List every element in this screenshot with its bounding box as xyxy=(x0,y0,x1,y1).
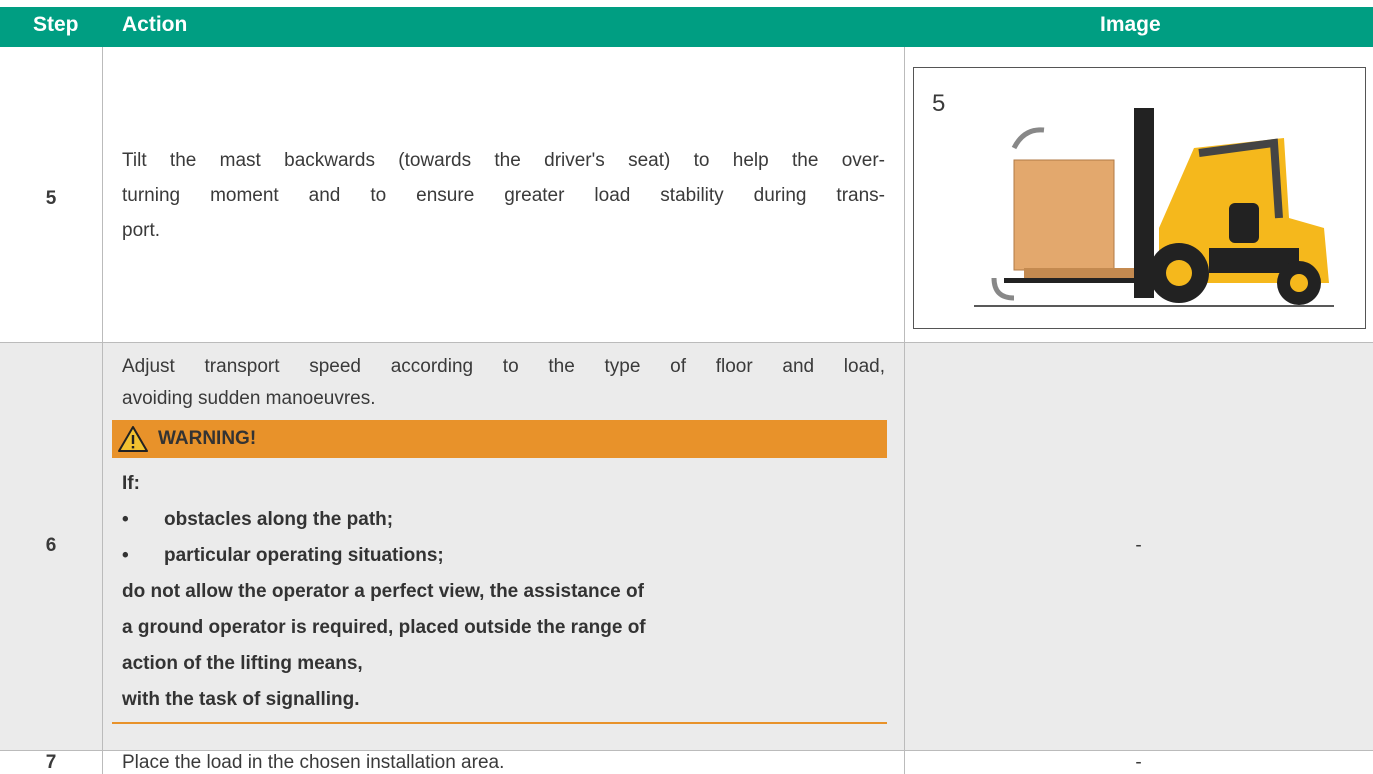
action-line: turning moment and to ensure greater loa… xyxy=(122,185,885,206)
action-line: Tilt the mast backwards (towards the dri… xyxy=(122,150,885,171)
step-number: 7 xyxy=(45,752,57,773)
row-divider xyxy=(0,750,1373,751)
step-number: 5 xyxy=(45,188,57,209)
warning-line: with the task of signalling. xyxy=(122,689,360,710)
row-divider xyxy=(0,342,1373,343)
step-number: 6 xyxy=(45,535,57,556)
warning-line: do not allow the operator a perfect view… xyxy=(122,581,644,602)
image-cell: - xyxy=(1135,535,1142,556)
action-line: port. xyxy=(122,220,161,241)
image-label: 5 xyxy=(932,90,946,117)
action-line: Place the load in the chosen installatio… xyxy=(122,752,505,773)
header-action: Action xyxy=(122,13,188,36)
warning-title: WARNING! xyxy=(158,428,257,449)
warning-icon xyxy=(118,426,148,452)
warning-intro: If: xyxy=(122,473,140,494)
row-6-bg xyxy=(0,342,1373,750)
warning-line: a ground operator is required, placed ou… xyxy=(122,617,646,638)
header-step: Step xyxy=(33,13,79,36)
warning-bar xyxy=(112,420,887,458)
forklift-illustration xyxy=(974,108,1334,307)
col-divider xyxy=(102,47,103,774)
image-frame: 5 xyxy=(913,67,1366,329)
warning-item: obstacles along the path; xyxy=(164,509,394,530)
action-line: avoiding sudden manoeuvres. xyxy=(122,388,376,409)
warning-line: action of the lifting means, xyxy=(122,653,363,674)
header-bar xyxy=(0,7,1373,47)
action-line: Adjust transport speed according to the … xyxy=(122,356,885,377)
header-image: Image xyxy=(1100,13,1161,36)
bullet: • xyxy=(122,545,129,566)
bullet: • xyxy=(122,509,129,530)
warning-item: particular operating situations; xyxy=(164,545,444,566)
image-cell: - xyxy=(1135,752,1142,773)
col-divider xyxy=(904,47,905,774)
warning-underline xyxy=(112,722,887,724)
